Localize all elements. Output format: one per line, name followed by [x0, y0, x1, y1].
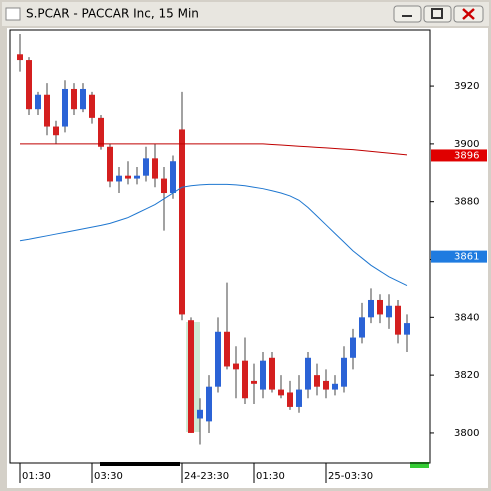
candle-body: [395, 305, 401, 335]
candle-body: [44, 94, 50, 127]
y-tick-label: 3900: [454, 139, 479, 150]
candle-body: [71, 88, 77, 110]
candle-body: [377, 299, 383, 315]
candle-body: [323, 380, 329, 390]
candle-body: [206, 386, 212, 422]
y-tick-label: 3820: [454, 370, 479, 381]
candle-body: [233, 363, 239, 370]
candle-body: [125, 175, 131, 179]
candle-body: [287, 392, 293, 407]
candle-body: [35, 94, 41, 110]
candle-body: [53, 126, 59, 136]
restore-icon: [431, 8, 443, 19]
candle-body: [152, 158, 158, 179]
candle-body: [242, 360, 248, 399]
candle-body: [260, 360, 266, 390]
price-label: 3896: [454, 150, 479, 161]
x-tick-label: 24-23:30: [184, 471, 229, 482]
y-tick-label: 3840: [454, 312, 479, 323]
candle-body: [62, 88, 68, 127]
candle-body: [107, 146, 113, 182]
candle-body: [98, 117, 104, 147]
candle-body: [170, 161, 176, 194]
candle-body: [314, 375, 320, 387]
x-tick-label: 01:30: [22, 471, 51, 482]
candle-body: [404, 323, 410, 335]
candle-body: [80, 88, 86, 110]
shift-indicator: [410, 462, 429, 468]
candle-body: [179, 129, 185, 315]
price-label: 3861: [454, 252, 479, 263]
candle-body: [359, 317, 365, 338]
candle-body: [215, 331, 221, 387]
candle-body: [188, 320, 194, 433]
scroll-indicator: [100, 462, 180, 466]
window-title: S.PCAR - PACCAR Inc, 15 Min: [26, 7, 199, 21]
window-buttons[interactable]: [393, 5, 484, 23]
y-tick-label: 3880: [454, 197, 479, 208]
moving-average: [20, 143, 408, 156]
candle-body: [134, 175, 140, 179]
moving-average: [19, 183, 408, 286]
candle-body: [161, 178, 167, 194]
candle-body: [269, 357, 275, 390]
candle-body: [296, 389, 302, 407]
price-label-box: [431, 250, 487, 263]
candle-body: [197, 409, 203, 419]
x-tick-label: 25-03:30: [328, 471, 373, 482]
minimize-button[interactable]: [393, 5, 422, 23]
candle-body: [386, 305, 392, 318]
minimize-icon: [402, 15, 412, 17]
price-label-box: [431, 149, 487, 162]
y-tick-label: 3920: [454, 81, 479, 92]
x-tick-label: 03:30: [94, 471, 123, 482]
candle-body: [278, 389, 284, 396]
window-icon: [5, 7, 21, 21]
y-tick-label: 3800: [454, 428, 479, 439]
candle-body: [341, 357, 347, 387]
candle-body: [143, 158, 149, 176]
candle-body: [89, 94, 95, 118]
candle-body: [350, 337, 356, 358]
candle-body: [116, 175, 122, 182]
candle-body: [26, 60, 32, 110]
candle-body: [368, 299, 374, 318]
x-tick-label: 01:30: [256, 471, 285, 482]
candle-body: [17, 54, 23, 61]
candle-body: [224, 331, 230, 367]
candle-body: [305, 357, 311, 390]
candle-body: [332, 383, 338, 390]
candle-body: [251, 380, 257, 384]
restore-button[interactable]: [423, 5, 452, 23]
close-icon: [462, 8, 475, 20]
